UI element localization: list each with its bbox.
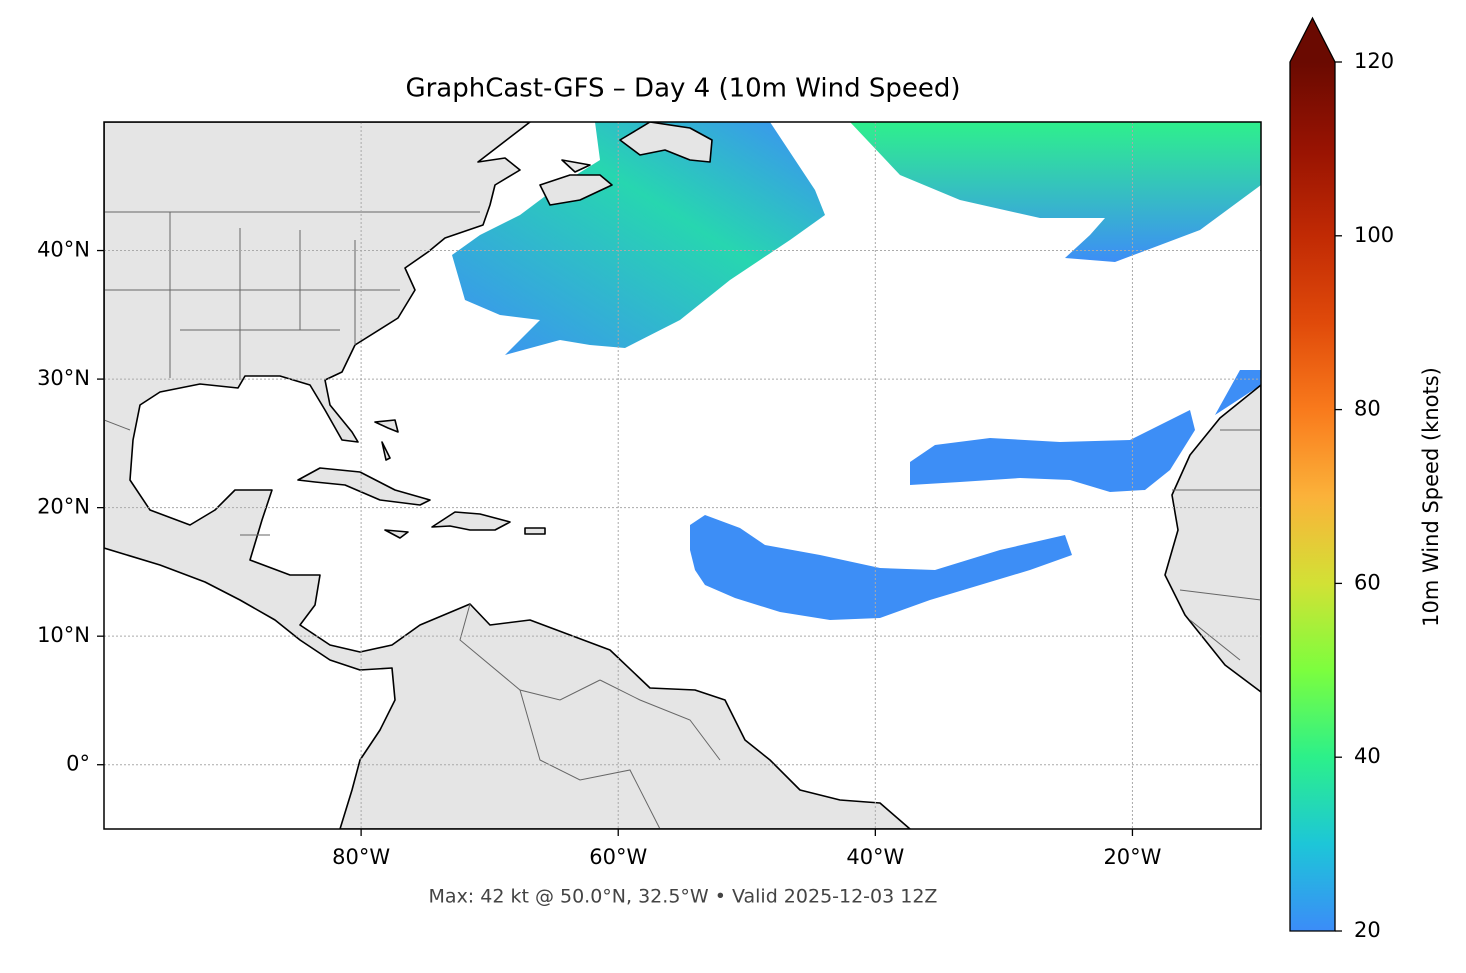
border — [104, 211, 1261, 829]
wind-area — [452, 122, 825, 355]
wind-area — [690, 515, 1072, 620]
wind-area — [910, 370, 1261, 492]
land — [1164, 384, 1261, 693]
colorbar-tick-label: 40 — [1354, 744, 1381, 768]
colorbar — [1290, 62, 1335, 931]
colorbar-extend — [1290, 18, 1335, 62]
y-tick-label: 30°N — [37, 366, 90, 390]
title: GraphCast-GFS – Day 4 (10m Wind Speed) — [405, 74, 960, 104]
land — [539, 122, 713, 206]
y-tick-label: 20°N — [37, 495, 90, 519]
x-tick-label: 20°W — [1103, 845, 1161, 869]
colorbar-tick-label: 120 — [1354, 49, 1394, 73]
colorbar-frame — [1289, 16, 1336, 932]
y-tick-label: 10°N — [37, 623, 90, 647]
x-tick-label: 60°W — [589, 845, 647, 869]
y-tick-label: 40°N — [37, 238, 90, 262]
map — [104, 122, 1261, 829]
map-frame — [103, 121, 1262, 830]
wind-area — [850, 122, 1261, 262]
land — [297, 419, 546, 539]
colorbar-tick-label: 20 — [1354, 918, 1381, 942]
colorbar-tick-label: 80 — [1354, 397, 1381, 421]
colorbar-label: 10m Wind Speed (knots) — [1419, 367, 1443, 627]
x-tick-label: 40°W — [846, 845, 904, 869]
x-tick-label: 80°W — [332, 845, 390, 869]
land — [104, 122, 911, 829]
colorbar-tick-label: 100 — [1354, 223, 1394, 247]
colorbar-tick-label: 60 — [1354, 570, 1381, 594]
y-tick-label: 0° — [66, 752, 90, 776]
footer: Max: 42 kt @ 50.0°N, 32.5°W • Valid 2025… — [429, 886, 938, 908]
